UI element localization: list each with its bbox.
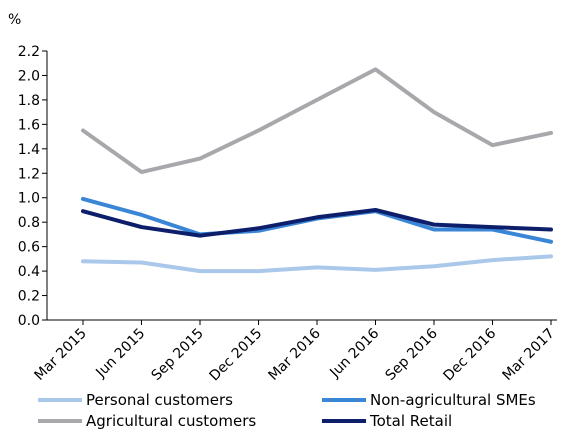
x-tick-label: Sep 2016 [383, 325, 441, 383]
series-lines [81, 67, 553, 274]
x-tick-label: Jun 2016 [326, 325, 382, 381]
legend-label: Total Retail [369, 412, 452, 430]
x-tick-label: Mar 2017 [499, 326, 557, 384]
y-tick-label: 0.6 [18, 240, 40, 256]
y-tick-label: 0.2 [18, 289, 40, 305]
x-tick-label: Mar 2015 [31, 326, 89, 384]
y-tick-label: 0.8 [18, 215, 40, 231]
series-line-personal-customers [81, 254, 553, 274]
series-line-non-agricultural-smes [81, 196, 553, 244]
y-tick-label: 1.8 [18, 93, 40, 109]
x-tick-label: Sep 2015 [149, 326, 207, 384]
legend: Personal customers Non-agricultural SMEs A… [38, 391, 536, 430]
series-line-total-retail [81, 207, 553, 238]
y-tick-label: 0.4 [18, 264, 40, 280]
x-tick-label: Dec 2015 [207, 326, 266, 385]
y-tick-label: 1.6 [18, 117, 40, 133]
y-tick-label: 0.0 [18, 313, 40, 329]
y-tick-label: 1.0 [18, 191, 40, 207]
legend-label: Agricultural customers [86, 412, 256, 430]
y-axis-unit-label: % [8, 12, 21, 28]
y-tick-label: 1.2 [18, 166, 40, 182]
y-tick-label: 2.2 [18, 44, 40, 60]
x-axis-ticks: Mar 2015 Jun 2015 Sep 2015 Dec 2015 Mar 2016… [31, 320, 558, 385]
y-axis-ticks: 0.0 0.2 0.4 0.6 0.8 1.0 1.2 1.4 1.6 1.8 2.0 2.2 [18, 44, 47, 329]
x-tick-label: Mar 2016 [265, 325, 323, 383]
x-tick-label: Dec 2016 [441, 325, 500, 384]
x-tick-label: Jun 2015 [92, 326, 148, 382]
legend-label: Personal customers [86, 391, 233, 409]
legend-label: Non-agricultural SMEs [370, 391, 536, 409]
y-tick-label: 1.4 [18, 142, 40, 158]
series-line-agricultural-customers [81, 67, 553, 175]
y-tick-label: 2.0 [18, 68, 40, 84]
axes [46, 51, 557, 321]
